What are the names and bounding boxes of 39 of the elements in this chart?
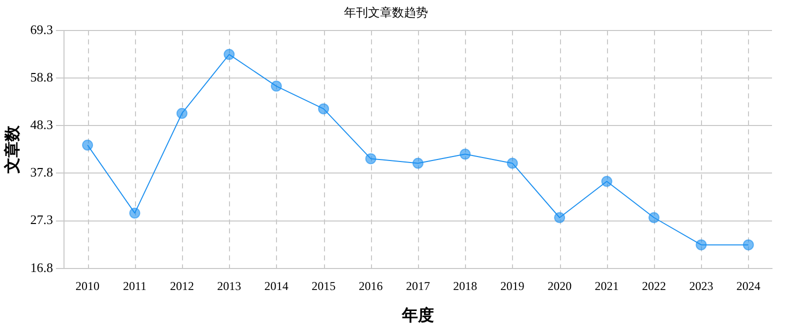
y-tick-label: 27.3 (30, 212, 53, 228)
point (176, 108, 188, 119)
x-tick-label: 2024 (736, 278, 760, 293)
x-tick-label: 2019 (500, 278, 524, 293)
x-tick-label: 2022 (642, 278, 666, 293)
point (82, 140, 94, 151)
y-axis-title: 文章数 (4, 124, 22, 174)
point (554, 212, 566, 224)
y-tick-label: 16.8 (30, 260, 53, 275)
point (412, 158, 424, 169)
point (270, 80, 282, 92)
point (460, 148, 471, 160)
y-tick-label: 69.3 (30, 22, 53, 37)
x-tick-label: 2010 (76, 278, 100, 293)
x-tick-label: 2017 (406, 278, 430, 293)
x-tick-label: 2020 (548, 278, 572, 293)
x-tick-label: 2023 (689, 278, 714, 293)
point (696, 239, 707, 250)
y-tick-label: 58.8 (30, 69, 53, 84)
x-tick-label: 2013 (217, 278, 242, 293)
point (506, 158, 518, 169)
chart-title: 年刊文章数趋势 (344, 5, 428, 20)
point (318, 103, 330, 114)
x-tick-label: 2011 (122, 278, 147, 293)
x-tick-label: 2014 (264, 278, 288, 293)
point (129, 208, 140, 219)
point (742, 239, 754, 250)
x-axis-title: 年度 (400, 306, 434, 325)
point (648, 212, 660, 224)
x-tick-label: 2012 (170, 278, 194, 293)
x-tick-label: 2018 (453, 278, 478, 293)
x-tick-label: 2021 (594, 278, 619, 293)
y-tick-label: 37.8 (30, 164, 53, 180)
point (224, 48, 235, 60)
x-tick-label: 2016 (358, 278, 383, 293)
x-tick-label: 2015 (312, 278, 336, 293)
point (365, 153, 376, 164)
point (601, 176, 612, 187)
y-tick-label: 48.3 (30, 117, 53, 132)
